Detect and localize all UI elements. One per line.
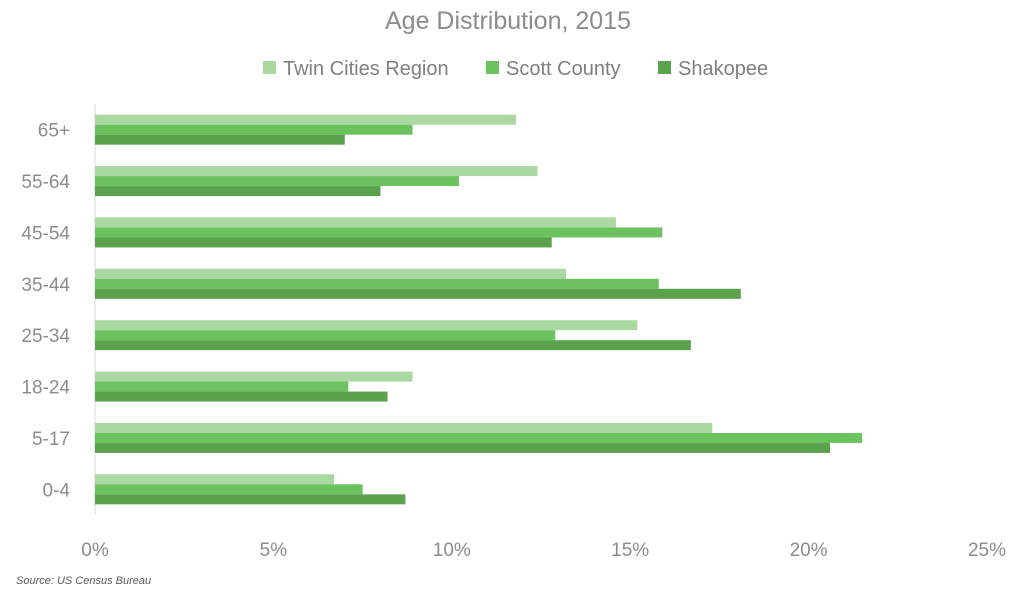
bar-18-24-1 (95, 381, 349, 392)
legend-swatch-0 (263, 61, 276, 74)
bar-55-64-2 (95, 186, 381, 197)
y-tick-label: 18-24 (21, 378, 70, 399)
bar-25-34-2 (95, 340, 691, 351)
x-tick-label: 10% (433, 540, 471, 561)
x-tick-label: 20% (790, 540, 828, 561)
x-tick-label: 25% (968, 540, 1006, 561)
y-tick-label: 5-17 (32, 429, 70, 450)
y-tick-label: 65+ (38, 121, 70, 142)
bar-0-4-1 (95, 484, 363, 495)
bar-0-4-0 (95, 474, 335, 485)
bar-65+-2 (95, 134, 345, 145)
bar-18-24-2 (95, 391, 388, 402)
bar-45-54-1 (95, 227, 663, 238)
legend-label-2: Shakopee (678, 58, 768, 80)
x-axis-labels: 0% 5% 10% 15% 20% 25% (81, 540, 1006, 561)
bar-35-44-2 (95, 288, 741, 299)
y-axis-labels: 0-4 5-17 18-24 25-34 35-44 45-54 55-64 65+ (21, 121, 70, 502)
bar-18-24-0 (95, 371, 413, 382)
bars-group (95, 114, 863, 505)
legend-swatch-1 (486, 61, 499, 74)
y-tick-label: 0-4 (43, 480, 71, 501)
chart-title: Age Distribution, 2015 (385, 7, 631, 35)
bar-5-17-2 (95, 442, 831, 453)
bar-35-44-1 (95, 278, 659, 289)
bar-25-34-1 (95, 330, 556, 341)
x-tick-label: 0% (81, 540, 109, 561)
x-tick-label: 15% (611, 540, 649, 561)
bar-65+-1 (95, 124, 413, 135)
bar-0-4-2 (95, 494, 406, 505)
bar-5-17-0 (95, 422, 713, 433)
bar-55-64-1 (95, 176, 459, 187)
y-tick-label: 25-34 (21, 326, 70, 347)
bar-35-44-0 (95, 268, 566, 279)
bar-55-64-0 (95, 166, 538, 177)
source-note: Source: US Census Bureau (16, 575, 152, 587)
y-tick-label: 45-54 (21, 223, 70, 244)
bar-45-54-2 (95, 237, 552, 248)
legend-swatch-2 (658, 61, 671, 74)
bar-45-54-0 (95, 217, 616, 228)
bar-65+-0 (95, 114, 517, 125)
legend-label-0: Twin Cities Region (283, 58, 449, 80)
y-tick-label: 55-64 (21, 172, 70, 193)
bar-5-17-1 (95, 432, 863, 443)
bar-25-34-0 (95, 320, 638, 331)
x-tick-label: 5% (260, 540, 288, 561)
y-tick-label: 35-44 (21, 275, 70, 296)
legend-label-1: Scott County (506, 58, 621, 80)
legend: Twin Cities Region Scott County Shakopee (263, 58, 768, 80)
